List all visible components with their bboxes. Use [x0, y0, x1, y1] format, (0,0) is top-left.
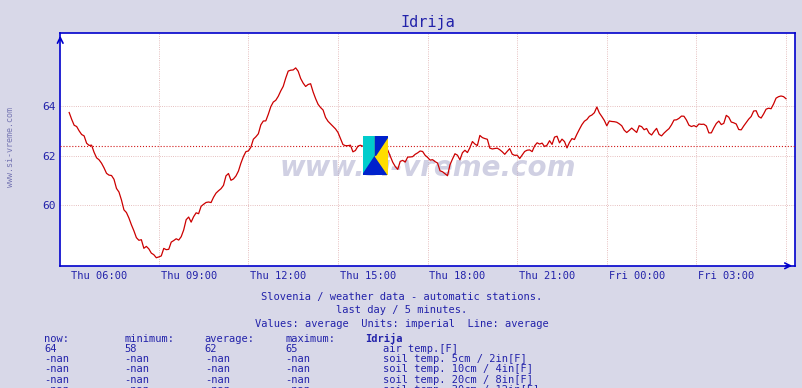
Text: soil temp. 30cm / 12in[F]: soil temp. 30cm / 12in[F] — [383, 385, 539, 388]
Text: -nan: -nan — [124, 364, 149, 374]
Text: -nan: -nan — [124, 354, 149, 364]
Text: 65: 65 — [285, 344, 298, 354]
Text: -nan: -nan — [44, 374, 69, 385]
Text: 64: 64 — [44, 344, 57, 354]
Text: Idrija: Idrija — [365, 333, 403, 344]
Text: -nan: -nan — [205, 374, 229, 385]
Text: -nan: -nan — [285, 385, 310, 388]
Text: www.si-vreme.com: www.si-vreme.com — [279, 154, 575, 182]
Text: now:: now: — [44, 334, 69, 344]
Text: -nan: -nan — [124, 385, 149, 388]
Text: 62: 62 — [205, 344, 217, 354]
Text: -nan: -nan — [285, 374, 310, 385]
Text: soil temp. 10cm / 4in[F]: soil temp. 10cm / 4in[F] — [383, 364, 533, 374]
Text: maximum:: maximum: — [285, 334, 334, 344]
Text: -nan: -nan — [44, 385, 69, 388]
Title: Idrija: Idrija — [399, 16, 455, 30]
Polygon shape — [375, 136, 388, 156]
Text: -nan: -nan — [44, 364, 69, 374]
Polygon shape — [363, 136, 375, 175]
Text: -nan: -nan — [285, 354, 310, 364]
Text: average:: average: — [205, 334, 254, 344]
Text: air temp.[F]: air temp.[F] — [383, 344, 457, 354]
Text: -nan: -nan — [205, 354, 229, 364]
Text: -nan: -nan — [205, 364, 229, 374]
Text: -nan: -nan — [205, 385, 229, 388]
Text: Values: average  Units: imperial  Line: average: Values: average Units: imperial Line: av… — [254, 319, 548, 329]
Text: soil temp. 20cm / 8in[F]: soil temp. 20cm / 8in[F] — [383, 374, 533, 385]
Text: 58: 58 — [124, 344, 137, 354]
Text: -nan: -nan — [44, 354, 69, 364]
Text: soil temp. 5cm / 2in[F]: soil temp. 5cm / 2in[F] — [383, 354, 526, 364]
Text: -nan: -nan — [285, 364, 310, 374]
Text: minimum:: minimum: — [124, 334, 174, 344]
Text: last day / 5 minutes.: last day / 5 minutes. — [335, 305, 467, 315]
Text: Slovenia / weather data - automatic stations.: Slovenia / weather data - automatic stat… — [261, 291, 541, 301]
Polygon shape — [375, 136, 388, 175]
Text: -nan: -nan — [124, 374, 149, 385]
Polygon shape — [363, 156, 388, 175]
Text: www.si-vreme.com: www.si-vreme.com — [6, 107, 15, 187]
